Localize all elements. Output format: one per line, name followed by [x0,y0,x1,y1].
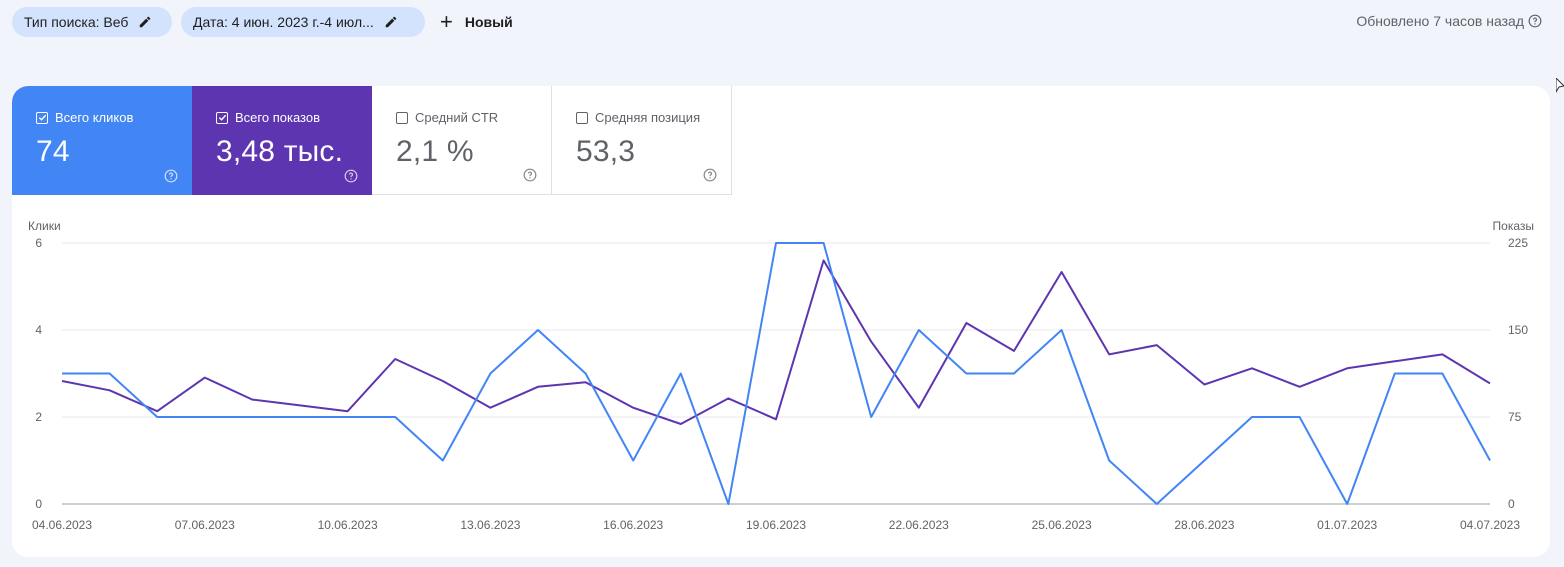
date-range-label: Дата: 4 июн. 2023 г.-4 июл... [193,14,374,30]
x-tick-label: 07.06.2023 [175,518,235,532]
checkbox-checked-icon[interactable] [216,111,228,124]
performance-chart[interactable]: 0 2 4 6 0 75 150 225 Клики Показы 04.06.2023 07.06.… [12,86,1550,557]
x-tick-label: 22.06.2023 [889,518,949,532]
y-right-tick-label: 0 [1508,497,1515,511]
help-icon[interactable] [1528,14,1542,28]
y-left-tick-label: 0 [35,497,42,511]
help-icon[interactable] [164,169,178,183]
chart-labels: 0 2 4 6 0 75 150 225 Клики Показы 04.06.2023 07.06.… [28,219,1534,532]
x-tick-label: 25.06.2023 [1032,518,1092,532]
y-right-axis-title: Показы [1493,219,1534,233]
metric-label: Средняя позиция [595,110,701,125]
metric-value: 53,3 [576,135,636,168]
performance-card: Всего кликов 74 Всего показов 3,48 тыс. … [12,86,1550,557]
y-right-tick-label: 150 [1508,323,1528,337]
metric-value: 2,1 % [396,135,474,168]
metric-value: 74 [36,135,70,168]
chart-series [61,242,1491,505]
pencil-icon [385,16,397,28]
x-tick-label: 04.07.2023 [1460,518,1520,532]
chart-gridlines [62,242,1490,505]
search-type-chip[interactable]: Тип поиска: Веб [12,7,172,37]
y-left-axis-title: Клики [28,219,61,233]
help-icon[interactable] [523,168,537,182]
new-filter-label: Новый [464,14,513,30]
metric-label: Средний CTR [415,110,499,125]
search-type-label: Тип поиска: Веб [24,14,129,30]
x-tick-label: 16.06.2023 [603,518,663,532]
checkbox-unchecked-icon[interactable] [396,111,408,124]
series-line-clicks [62,242,1491,505]
help-icon[interactable] [703,168,717,182]
checkbox-checked-icon[interactable] [36,111,48,124]
new-filter-button[interactable]: + Новый [440,7,513,37]
filter-toolbar: Тип поиска: Веб Дата: 4 июн. 2023 г.-4 и… [0,0,1564,44]
series-line-impressions [61,259,1491,425]
x-tick-label: 10.06.2023 [318,518,378,532]
x-tick-label: 28.06.2023 [1174,518,1234,532]
y-left-tick-label: 6 [35,236,42,250]
x-tick-label: 01.07.2023 [1317,518,1377,532]
plus-icon: + [440,9,453,34]
y-left-tick-label: 2 [35,410,42,424]
mouse-cursor-icon [1556,78,1564,93]
x-tick-label: 19.06.2023 [746,518,806,532]
metric-label: Всего кликов [55,110,134,125]
metric-total-clicks[interactable]: Всего кликов 74 [12,86,192,195]
updated-text: Обновлено 7 часов назад [1356,13,1524,29]
y-right-tick-label: 75 [1508,410,1522,424]
metric-value: 3,48 тыс. [216,135,344,168]
pencil-icon [140,16,151,28]
help-icon[interactable] [344,169,358,183]
y-left-tick-label: 4 [35,323,42,337]
metric-total-impressions[interactable]: Всего показов 3,48 тыс. [192,86,372,195]
date-range-chip[interactable]: Дата: 4 июн. 2023 г.-4 июл... [181,7,425,37]
checkbox-unchecked-icon[interactable] [576,111,588,124]
y-right-tick-label: 225 [1508,236,1528,250]
metric-average-position[interactable]: Средняя позиция 53,3 [552,86,732,195]
x-tick-label: 04.06.2023 [32,518,92,532]
x-tick-label: 13.06.2023 [460,518,520,532]
updated-status: Обновлено 7 часов назад [1356,13,1542,29]
metric-average-ctr[interactable]: Средний CTR 2,1 % [372,86,552,195]
metric-label: Всего показов [235,110,320,125]
